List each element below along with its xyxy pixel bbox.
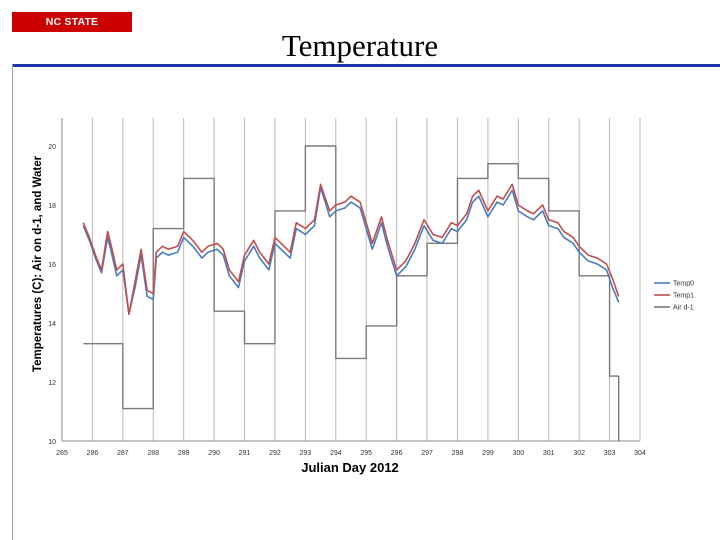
x-tick-label: 286: [87, 450, 99, 457]
y-tick-label: 20: [48, 144, 56, 151]
x-tick-label: 297: [421, 450, 433, 457]
x-tick-label: 291: [239, 450, 251, 457]
x-tick-label: 303: [604, 450, 616, 457]
x-tick-label: 285: [56, 450, 68, 457]
x-tick-label: 304: [634, 450, 646, 457]
slide-title: Temperature: [281, 28, 439, 63]
legend-label: Air d-1: [673, 305, 694, 312]
x-tick-label: 289: [178, 450, 190, 457]
x-tick-label: 298: [452, 450, 464, 457]
x-tick-label: 296: [391, 450, 403, 457]
legend-label: Temp0: [673, 281, 694, 288]
x-tick-label: 301: [543, 450, 555, 457]
series-lines: [82, 145, 620, 441]
left-margin-line: [12, 64, 13, 540]
university-logo: NC STATE UNIVERSITY: [12, 12, 132, 48]
x-tick-label: 294: [330, 450, 342, 457]
x-tick-label: 290: [208, 450, 220, 457]
x-tick-label: 299: [482, 450, 494, 457]
x-tick-label: 293: [300, 450, 312, 457]
legend-label: Temp1: [673, 293, 694, 300]
y-tick-label: 14: [48, 321, 56, 328]
y-axis-label: Temperatures (C): Air on d-1, and Water: [32, 155, 44, 372]
y-tick-label: 16: [48, 262, 56, 269]
x-tick-label: 300: [512, 450, 524, 457]
series-line-temp0: [82, 186, 620, 315]
x-tick-label: 292: [269, 450, 281, 457]
header-rule: [12, 64, 720, 67]
x-tick-label: 287: [117, 450, 129, 457]
axes: 285 286 287 288 289 290 291 292 293 294 295 296 297 2…: [48, 118, 646, 457]
legend: Temp0 Temp1 Air d-1: [654, 281, 694, 312]
grid-lines: [91, 118, 641, 441]
series-line-temp1: [82, 183, 620, 315]
x-tick-label: 288: [147, 450, 159, 457]
y-tick-label: 12: [48, 380, 56, 387]
series-line-air-d-1: [83, 145, 620, 441]
y-tick-label: 10: [48, 439, 56, 446]
y-tick-label: 18: [48, 203, 56, 210]
x-tick-label: 302: [573, 450, 585, 457]
x-axis-label: Julian Day 2012: [301, 460, 399, 475]
x-tick-label: 295: [360, 450, 372, 457]
